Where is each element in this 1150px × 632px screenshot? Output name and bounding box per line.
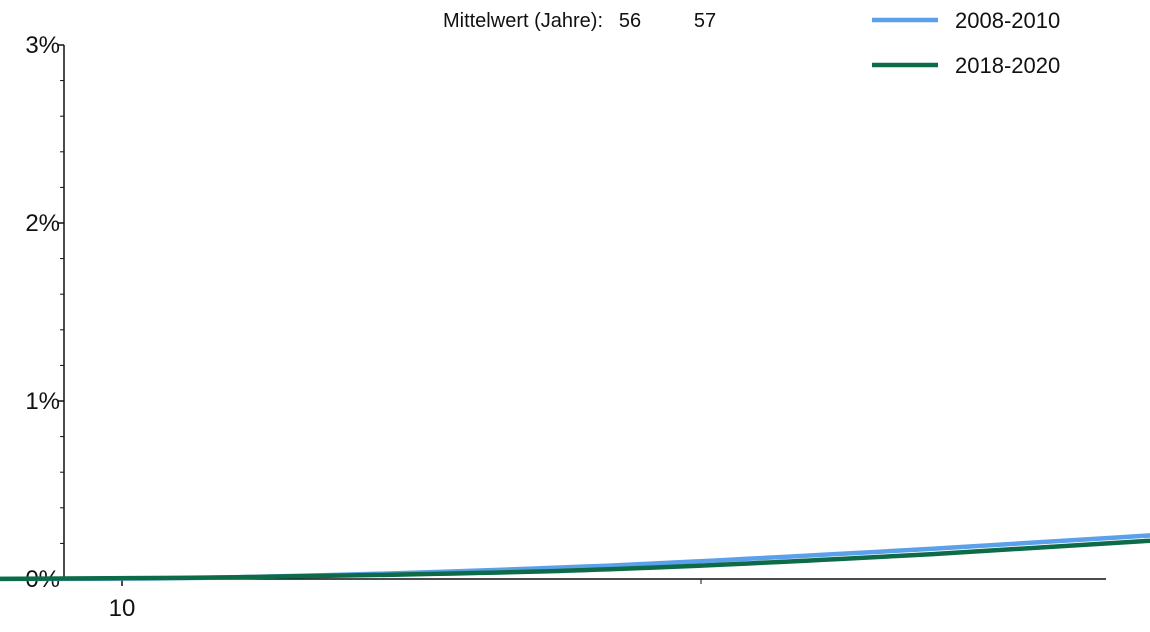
legend: 2008-2010 2018-2020 — [872, 8, 1060, 78]
axes: 0%1%2%3%102030405060708090Jahre — [25, 32, 1106, 622]
series-lines — [0, 533, 1150, 582]
y-tick-label: 1% — [25, 388, 60, 415]
legend-label-2018-2020: 2018-2020 — [955, 53, 1060, 78]
mean-annotation-label: Mittelwert (Jahre): — [443, 10, 603, 32]
y-tick-label: 2% — [25, 210, 60, 237]
mean-annotation: Mittelwert (Jahre): 56 57 — [443, 10, 716, 32]
series-line-2018-2020 — [0, 538, 1150, 582]
legend-label-2008-2010: 2008-2010 — [955, 8, 1060, 33]
series-line-2008-2010 — [0, 533, 1150, 582]
x-tick-label: 10 — [109, 595, 136, 622]
mean-value-2008-2010: 56 — [619, 10, 641, 32]
mean-value-2018-2020: 57 — [694, 10, 716, 32]
y-tick-label: 3% — [25, 32, 60, 59]
